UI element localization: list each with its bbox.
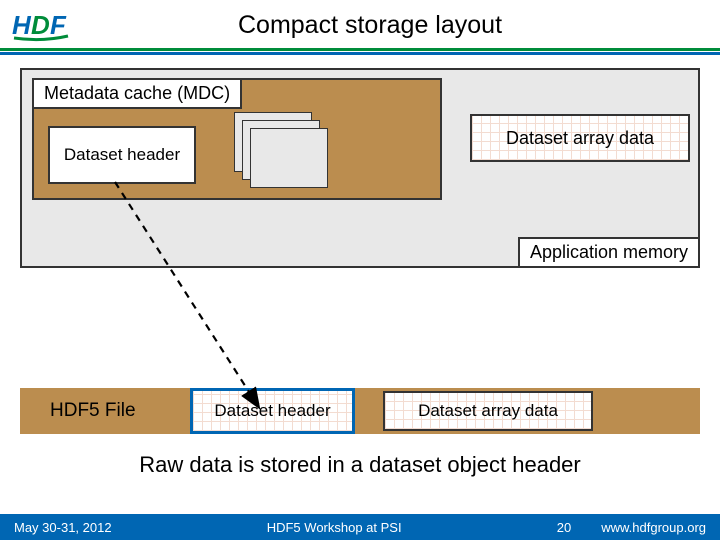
dataset-header-file: Dataset header (190, 388, 355, 434)
application-memory-box: Metadata cache (MDC) Dataset header Data… (20, 68, 700, 268)
svg-text:H: H (12, 10, 32, 40)
footer-date: May 30-31, 2012 (14, 520, 112, 535)
slide-header: H D F Compact storage layout (0, 0, 720, 46)
footer-venue: HDF5 Workshop at PSI (112, 520, 557, 535)
metadata-cache-box: Metadata cache (MDC) Dataset header (32, 78, 442, 200)
app-memory-label: Application memory (518, 237, 700, 268)
hdf-logo-icon: H D F (12, 8, 72, 42)
mdc-label: Metadata cache (MDC) (32, 78, 242, 109)
dataset-array-file: Dataset array data (383, 391, 593, 431)
slide-title: Compact storage layout (32, 11, 708, 40)
hdf5-file-band: HDF5 File Dataset header Dataset array d… (20, 388, 700, 434)
dataset-array-top: Dataset array data (470, 114, 690, 162)
header-rules (0, 48, 720, 55)
file-label: HDF5 File (50, 400, 190, 422)
footer-url: www.hdfgroup.org (601, 520, 706, 535)
slide-caption: Raw data is stored in a dataset object h… (0, 452, 720, 478)
footer-page: 20 (557, 520, 571, 535)
slide-footer: May 30-31, 2012 HDF5 Workshop at PSI 20 … (0, 514, 720, 540)
svg-text:D: D (31, 10, 50, 40)
dataset-header-box: Dataset header (48, 126, 196, 184)
